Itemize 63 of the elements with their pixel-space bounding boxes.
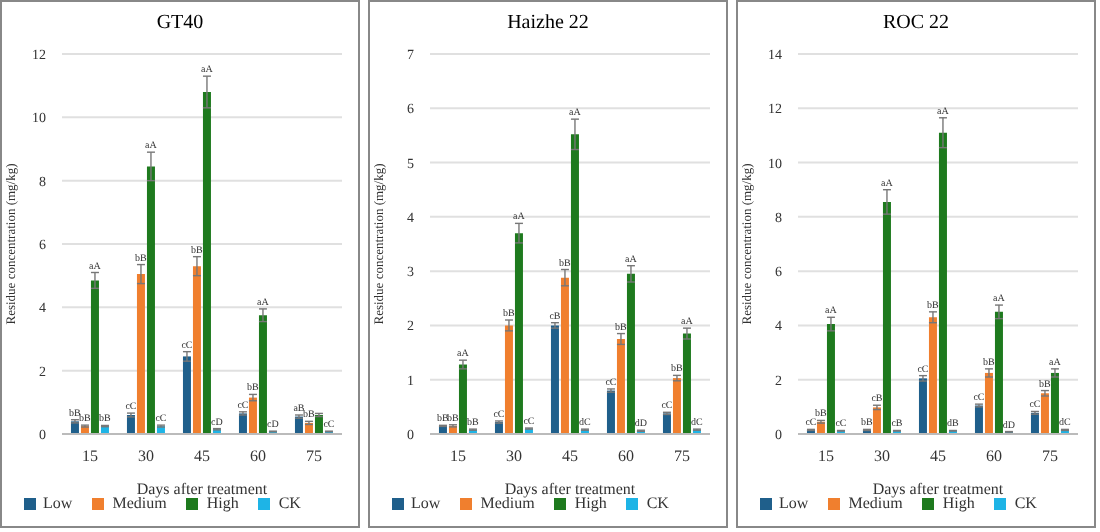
x-tick-label: 60 xyxy=(986,447,1002,466)
bar xyxy=(1050,372,1059,434)
bar xyxy=(202,92,211,434)
x-tick-label: 15 xyxy=(82,447,98,466)
bar xyxy=(672,378,681,434)
legend-label: CK xyxy=(1014,494,1037,512)
bar xyxy=(514,233,523,434)
bar xyxy=(504,325,513,434)
x-tick-label: 30 xyxy=(138,447,154,466)
legend-label: CK xyxy=(278,494,301,512)
bar xyxy=(626,273,635,434)
x-tick-label: 75 xyxy=(674,447,690,466)
bar xyxy=(182,356,191,434)
x-tick-label: 75 xyxy=(306,447,322,466)
legend-label: CK xyxy=(646,494,669,512)
x-tick-label: 15 xyxy=(818,447,834,466)
bar xyxy=(984,372,993,434)
bar xyxy=(136,274,145,434)
legend-label: Medium xyxy=(480,494,535,512)
x-tick-label: 45 xyxy=(562,447,578,466)
bar xyxy=(682,333,691,434)
legend-label: High xyxy=(574,494,607,512)
legend-label: Low xyxy=(43,494,73,512)
bar xyxy=(872,407,881,434)
legend-label: High xyxy=(206,494,239,512)
legend-label: High xyxy=(942,494,975,512)
bar xyxy=(826,324,835,434)
x-axis-title: Days after treatment xyxy=(872,480,1005,498)
bar xyxy=(550,325,559,434)
bar xyxy=(458,364,467,434)
chart-title: ROC 22 xyxy=(880,12,952,34)
bar xyxy=(560,277,569,434)
legend-label: Low xyxy=(779,494,809,512)
x-tick-label: 15 xyxy=(450,447,466,466)
bar xyxy=(606,390,615,434)
bar xyxy=(248,397,257,434)
bar xyxy=(192,266,201,434)
bar xyxy=(928,317,937,434)
x-tick-label: 30 xyxy=(506,447,522,466)
bar xyxy=(918,378,927,434)
legend-label: Medium xyxy=(848,494,903,512)
x-axis-title: Days after treatment xyxy=(504,480,637,498)
x-tick-label: 30 xyxy=(874,447,890,466)
bar xyxy=(258,315,267,434)
x-tick-label: 60 xyxy=(250,447,266,466)
bar xyxy=(616,339,625,434)
chart-title: GT40 xyxy=(154,12,206,34)
x-tick-label: 45 xyxy=(194,447,210,466)
bar xyxy=(570,134,579,434)
bar xyxy=(938,132,947,434)
bar xyxy=(662,413,671,434)
legend-label: Low xyxy=(411,494,441,512)
bar xyxy=(1040,393,1049,434)
bar xyxy=(882,201,891,434)
x-tick-label: 75 xyxy=(1042,447,1058,466)
bar xyxy=(90,280,99,434)
x-tick-label: 60 xyxy=(618,447,634,466)
chart-title: Haizhe 22 xyxy=(505,12,591,34)
x-axis-title: Days after treatment xyxy=(136,480,269,498)
bar xyxy=(146,166,155,434)
legend-label: Medium xyxy=(112,494,167,512)
x-tick-label: 45 xyxy=(930,447,946,466)
bar xyxy=(994,311,1003,434)
